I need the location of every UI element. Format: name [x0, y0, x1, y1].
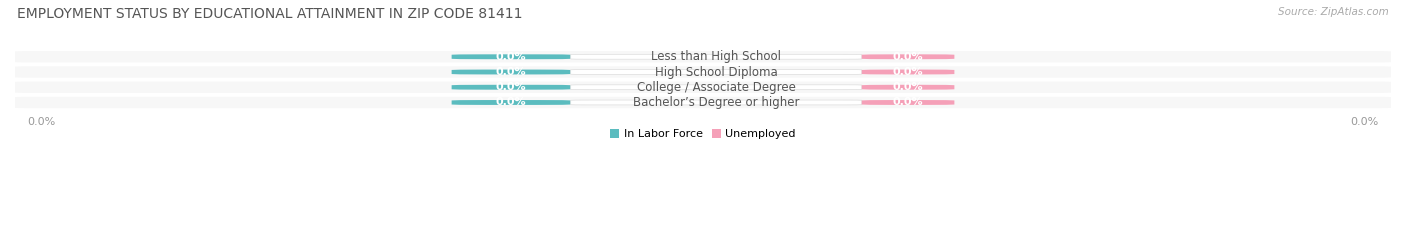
FancyBboxPatch shape: [862, 100, 955, 105]
FancyBboxPatch shape: [862, 70, 955, 74]
Legend: In Labor Force, Unemployed: In Labor Force, Unemployed: [610, 129, 796, 139]
Text: 0.0%: 0.0%: [893, 67, 924, 77]
FancyBboxPatch shape: [15, 51, 1391, 62]
Text: 0.0%: 0.0%: [496, 97, 526, 107]
Text: Less than High School: Less than High School: [651, 50, 782, 63]
Text: 0.0%: 0.0%: [496, 67, 526, 77]
Text: College / Associate Degree: College / Associate Degree: [637, 81, 796, 94]
FancyBboxPatch shape: [862, 85, 955, 90]
FancyBboxPatch shape: [571, 70, 862, 74]
FancyBboxPatch shape: [451, 100, 571, 105]
Text: Source: ZipAtlas.com: Source: ZipAtlas.com: [1278, 7, 1389, 17]
FancyBboxPatch shape: [451, 70, 571, 74]
FancyBboxPatch shape: [15, 82, 1391, 93]
FancyBboxPatch shape: [571, 100, 862, 105]
Text: EMPLOYMENT STATUS BY EDUCATIONAL ATTAINMENT IN ZIP CODE 81411: EMPLOYMENT STATUS BY EDUCATIONAL ATTAINM…: [17, 7, 523, 21]
FancyBboxPatch shape: [451, 85, 571, 90]
Text: Bachelor’s Degree or higher: Bachelor’s Degree or higher: [633, 96, 800, 109]
Text: 0.0%: 0.0%: [496, 52, 526, 62]
FancyBboxPatch shape: [451, 54, 571, 59]
Text: High School Diploma: High School Diploma: [655, 65, 778, 79]
Text: 0.0%: 0.0%: [893, 97, 924, 107]
FancyBboxPatch shape: [571, 54, 862, 59]
FancyBboxPatch shape: [571, 85, 862, 90]
Text: 0.0%: 0.0%: [496, 82, 526, 92]
Text: 0.0%: 0.0%: [893, 52, 924, 62]
Text: 0.0%: 0.0%: [893, 82, 924, 92]
FancyBboxPatch shape: [15, 97, 1391, 108]
FancyBboxPatch shape: [862, 54, 955, 59]
FancyBboxPatch shape: [15, 66, 1391, 78]
